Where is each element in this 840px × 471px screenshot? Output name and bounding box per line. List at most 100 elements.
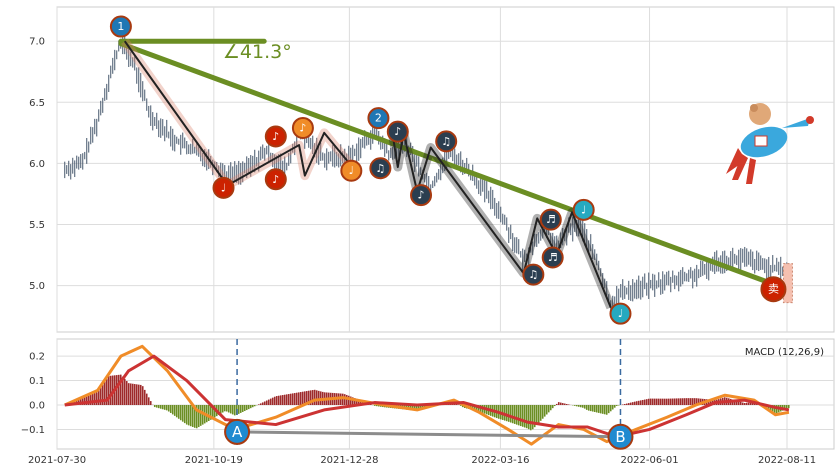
macd-histogram-bar (373, 405, 376, 406)
macd-histogram-bar (787, 405, 790, 409)
macd-histogram-bar (681, 398, 684, 405)
macd-histogram-bar (295, 392, 298, 405)
divergence-marker-label: B (615, 428, 625, 446)
macd-histogram-bar (771, 405, 774, 413)
macd-histogram-bar (161, 405, 164, 410)
macd-histogram-bar (623, 404, 626, 405)
macd-histogram-bar (171, 405, 174, 415)
macd-histogram-bar (193, 405, 196, 428)
macd-histogram-bar (175, 405, 178, 418)
macd-histogram-bar (137, 384, 140, 405)
price-panel: 5.0 5.5 6.0 6.5 7.0 ∠41.3° 1 ♩ ♪ ♪ ♪ ♩ 2 ♫ ♪ ♪ ♫ ♫ ♬ ♬ ♩ ♩ 卖 (29, 6, 835, 333)
macd-histogram-bar (101, 383, 104, 405)
macd-histogram-bar (549, 405, 552, 411)
wave-marker (541, 246, 564, 269)
macd-histogram-bar (147, 397, 150, 405)
wave-marker (760, 276, 787, 303)
macd-histogram-bar (615, 405, 618, 406)
macd-histogram-bar (659, 398, 662, 405)
macd-histogram-bar (313, 389, 316, 405)
macd-histogram-bar (541, 405, 544, 419)
macd-y-tick-label: 0.0 (29, 401, 45, 412)
price-y-tick-label: 6.5 (29, 98, 45, 109)
macd-histogram-bar (177, 405, 180, 419)
wave-marker-label: 卖 (768, 283, 779, 296)
macd-histogram-bar (553, 405, 556, 407)
macd-histogram-bar (127, 383, 130, 405)
macd-histogram-bar (625, 403, 628, 405)
macd-histogram-bar (673, 398, 676, 405)
macd-histogram-bar (677, 398, 680, 405)
macd-histogram-bar (473, 405, 476, 411)
macd-histogram-bar (607, 405, 610, 414)
macd-histogram-bar (241, 405, 244, 412)
macd-histogram-bar (179, 405, 182, 421)
macd-histogram-bar (547, 405, 550, 413)
trend-line (118, 41, 780, 289)
macd-histogram-bar (415, 405, 418, 411)
macd-histogram-bar (645, 399, 648, 405)
macd-histogram-bar (165, 405, 168, 411)
macd-histogram-bar (783, 405, 786, 410)
macd-histogram-bar (125, 381, 128, 405)
wave-marker (369, 157, 392, 180)
macd-histogram-bar (557, 402, 560, 405)
macd-histogram-bar (267, 399, 270, 405)
macd-histogram-bar (611, 405, 614, 410)
macd-histogram-bar (143, 389, 146, 405)
x-tick-label: 2021-12-28 (320, 455, 378, 466)
macd-histogram-bar (95, 392, 98, 405)
macd-histogram-bar (527, 405, 530, 430)
macd-histogram-bar (665, 398, 668, 405)
macd-dif-line (64, 344, 790, 446)
macd-histogram-bar (539, 405, 542, 421)
macd-histogram-bar (99, 386, 102, 405)
macd-histogram-bar (259, 403, 262, 405)
macd-histogram-bar (709, 399, 712, 405)
macd-histogram-bar (573, 405, 576, 406)
macd-histogram-bar (119, 374, 122, 405)
macd-histogram-bar (221, 405, 224, 413)
macd-histogram-bar (459, 405, 462, 406)
macd-histogram-bar (351, 397, 354, 405)
macd-y-tick-label: −0.1 (21, 425, 45, 436)
macd-histogram-bar (555, 403, 558, 405)
macd-histogram-bar (739, 401, 742, 405)
macd-histogram-bar (105, 377, 108, 405)
macd-histogram-bar (413, 405, 416, 411)
macd-histogram-bar (685, 398, 688, 405)
macd-histogram-bar (505, 405, 508, 422)
wave-marker-label: ♫ (528, 268, 538, 281)
macd-histogram-bar (471, 405, 474, 410)
wave-marker (522, 263, 545, 286)
macd-histogram-bar (513, 405, 516, 424)
macd-histogram-bar (285, 394, 288, 405)
macd-histogram-bar (695, 398, 698, 405)
macd-histogram-bar (173, 405, 176, 416)
macd-histogram-bar (609, 405, 612, 412)
macd-histogram-bar (93, 393, 96, 405)
macd-histogram-bar (377, 405, 380, 407)
price-y-tick-label: 5.0 (29, 281, 45, 292)
macd-histogram-bar (511, 405, 514, 424)
macd-histogram-bar (629, 402, 632, 405)
macd-histogram-bar (91, 393, 94, 405)
macd-histogram-bar (115, 375, 118, 405)
x-axis: 2021-07-30 2021-10-19 2021-12-28 2022-03-16… (28, 455, 816, 466)
macd-histogram-bar (121, 376, 124, 405)
macd-histogram-bar (417, 405, 420, 411)
wave-marker (291, 116, 314, 139)
macd-histogram-bar (169, 405, 172, 413)
macd-histogram-bar (627, 403, 630, 405)
macd-histogram-bar (697, 398, 700, 405)
macd-histogram-bar (461, 405, 464, 408)
macd-histogram-bar (85, 396, 88, 405)
macd-histogram-bar (197, 405, 200, 428)
wave-marker (609, 302, 632, 325)
macd-histogram-bar (517, 405, 520, 426)
macd-histogram-bar (639, 400, 642, 405)
macd-histogram-bar (277, 395, 280, 405)
wave-marker (435, 130, 458, 153)
wave-marker-label: ♩ (349, 164, 354, 177)
macd-histogram-bar (587, 405, 590, 411)
